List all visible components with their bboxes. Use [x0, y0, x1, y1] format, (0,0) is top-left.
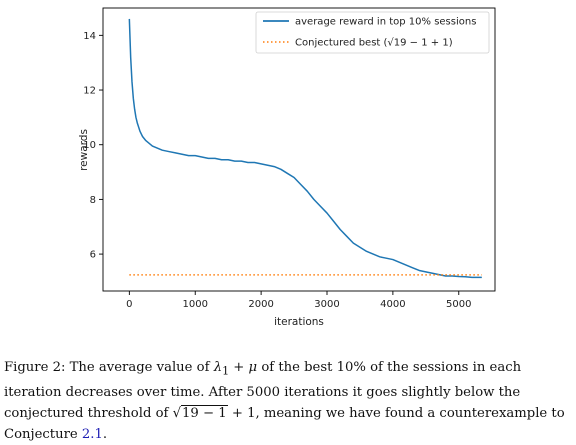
legend-label-series-1: Conjectured best (√19 − 1 + 1) [295, 38, 453, 49]
y-axis-label: rewards [78, 129, 90, 171]
conjecture-ref-link[interactable]: 2.1 [81, 426, 103, 442]
lambda-subscript: 1 [222, 364, 230, 378]
x-tick-label-0: 0 [126, 299, 132, 310]
lambda-symbol: λ [213, 360, 223, 375]
mu-symbol: μ [248, 360, 258, 375]
x-tick-label-2: 2000 [248, 299, 273, 310]
y-tick-label-0: 6 [90, 250, 96, 261]
y-tick-label-4: 14 [83, 31, 96, 42]
plus-sign: + [233, 360, 245, 375]
y-tick-label-1: 8 [90, 195, 96, 206]
reward-chart: 6 8 10 12 14 0 1000 2000 3000 4000 5000 rewards i… [78, 7, 496, 328]
caption-end: . [102, 426, 108, 442]
x-tick-label-3: 3000 [314, 299, 339, 310]
x-tick-label-1: 1000 [183, 299, 208, 310]
y-tick-label-2: 10 [83, 140, 96, 151]
figure-label: Figure 2: [4, 360, 66, 375]
x-tick-label-4: 4000 [380, 299, 405, 310]
sqrt-sign: √ [172, 405, 182, 421]
legend-label-series-0: average reward in top 10% sessions [295, 17, 476, 28]
legend-box [255, 11, 490, 54]
caption-text-1: The average value of [69, 360, 210, 375]
series-line-0 [128, 18, 482, 279]
y-tick-label-3: 12 [83, 86, 96, 97]
legend: average reward in top 10% sessions Conje… [255, 11, 490, 54]
x-tick-label-5: 5000 [446, 299, 471, 310]
x-axis-label: iterations [274, 316, 324, 328]
sqrt-content: 19 − 1 [181, 404, 228, 421]
figure-caption: Figure 2: The average value of λ1 + μ of… [4, 357, 572, 445]
plot-frame [102, 7, 496, 292]
caption-text-2: of the best 10% of the sessions in each … [4, 360, 522, 421]
